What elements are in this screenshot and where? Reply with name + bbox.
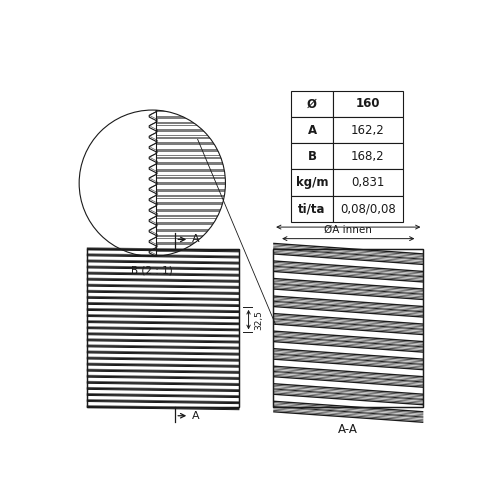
Text: ØA innen: ØA innen [324,225,372,235]
Text: B: B [308,150,316,163]
Text: 0,831: 0,831 [351,176,384,189]
Text: 32,5: 32,5 [254,310,264,330]
Text: Ø: Ø [307,98,317,110]
Bar [291,170,333,196]
Text: ti/ta: ti/ta [298,202,326,215]
Text: 0,08/0,08: 0,08/0,08 [340,202,396,215]
Bar [291,117,333,143]
Bar [333,170,402,196]
Text: kg/m: kg/m [296,176,328,189]
Text: A-A: A-A [338,424,358,436]
Bar [273,248,424,406]
Text: 162,2: 162,2 [351,124,385,136]
Bar [333,91,402,117]
Text: 168,2: 168,2 [351,150,384,163]
Text: A: A [192,410,200,420]
Text: B (2 : 1): B (2 : 1) [132,266,173,276]
Bar [273,248,424,406]
Text: A: A [192,234,200,244]
Bar [291,143,333,170]
Bar [291,196,333,222]
Text: A: A [308,124,316,136]
Bar [87,248,240,406]
Bar [333,117,402,143]
Bar [333,143,402,170]
Text: ØB außen: ØB außen [322,213,374,223]
Text: 160: 160 [356,98,380,110]
Bar [291,91,333,117]
Bar [87,248,240,406]
Bar [333,196,402,222]
